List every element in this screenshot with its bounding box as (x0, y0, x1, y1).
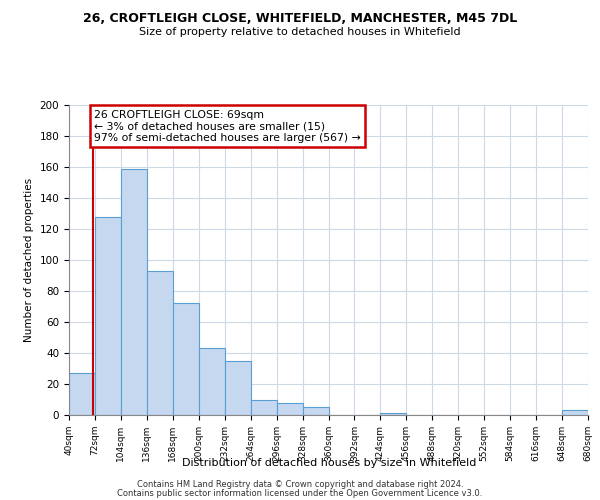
Bar (302, 407, 329, 415)
Bar (199, 348, 225, 415)
Bar (173, 304, 199, 415)
Bar (380, 414, 406, 415)
Bar (277, 402, 302, 415)
Bar (147, 271, 173, 415)
Y-axis label: Number of detached properties: Number of detached properties (24, 178, 34, 342)
Bar (69, 373, 95, 415)
Text: 26, CROFTLEIGH CLOSE, WHITEFIELD, MANCHESTER, M45 7DL: 26, CROFTLEIGH CLOSE, WHITEFIELD, MANCHE… (83, 12, 517, 26)
Text: Distribution of detached houses by size in Whitefield: Distribution of detached houses by size … (182, 458, 476, 468)
Text: Size of property relative to detached houses in Whitefield: Size of property relative to detached ho… (139, 27, 461, 37)
Bar (95, 216, 121, 415)
Text: 26 CROFTLEIGH CLOSE: 69sqm
← 3% of detached houses are smaller (15)
97% of semi-: 26 CROFTLEIGH CLOSE: 69sqm ← 3% of detac… (94, 110, 361, 143)
Text: Contains public sector information licensed under the Open Government Licence v3: Contains public sector information licen… (118, 488, 482, 498)
Bar (251, 400, 277, 415)
Bar (225, 361, 251, 415)
Text: Contains HM Land Registry data © Crown copyright and database right 2024.: Contains HM Land Registry data © Crown c… (137, 480, 463, 489)
Bar (562, 410, 588, 415)
Bar (121, 168, 147, 415)
